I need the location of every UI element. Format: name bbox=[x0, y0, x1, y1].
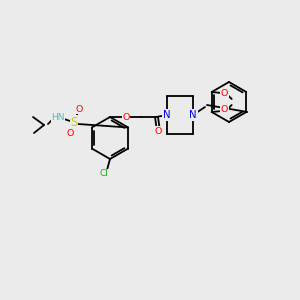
Text: O: O bbox=[221, 106, 228, 115]
Text: O: O bbox=[75, 104, 83, 113]
Text: O: O bbox=[221, 89, 228, 98]
Text: Cl: Cl bbox=[100, 169, 108, 178]
Text: S: S bbox=[70, 116, 78, 128]
Text: N: N bbox=[189, 110, 197, 120]
Text: O: O bbox=[154, 127, 162, 136]
Text: O: O bbox=[66, 130, 74, 139]
Text: N: N bbox=[163, 110, 171, 120]
Text: HN: HN bbox=[51, 113, 65, 122]
Text: O: O bbox=[122, 112, 130, 122]
